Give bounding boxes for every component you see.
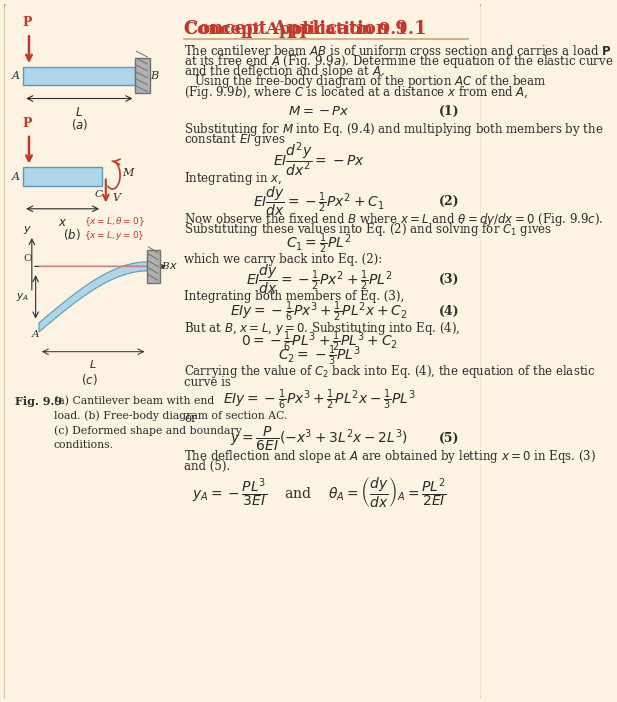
Text: at its free end $A$ (Fig. 9.9$a$). Determine the equation of the elastic curve: at its free end $A$ (Fig. 9.9$a$). Deter…: [184, 53, 613, 69]
Text: P: P: [22, 16, 32, 29]
FancyBboxPatch shape: [3, 2, 482, 701]
Text: $(a)$: $(a)$: [70, 117, 88, 133]
Text: (1): (1): [439, 105, 460, 118]
Text: constant $EI$ gives: constant $EI$ gives: [184, 131, 286, 148]
Text: Substituting for $M$ into Eq. (9.4) and multiplying both members by the: Substituting for $M$ into Eq. (9.4) and …: [184, 121, 603, 138]
Text: $EI\dfrac{dy}{dx} = -\frac{1}{2}Px^2 + C_1$: $EI\dfrac{dy}{dx} = -\frac{1}{2}Px^2 + C…: [254, 185, 385, 218]
Text: $EI\dfrac{d^2y}{dx^2} = -Px$: $EI\dfrac{d^2y}{dx^2} = -Px$: [273, 140, 365, 179]
Text: and (5).: and (5).: [184, 461, 230, 473]
Text: $EI\dfrac{dy}{dx} = -\frac{1}{2}Px^2 + \frac{1}{2}PL^2$: $EI\dfrac{dy}{dx} = -\frac{1}{2}Px^2 + \…: [246, 263, 392, 296]
Text: $x$: $x$: [58, 216, 67, 229]
Text: (Fig. 9.9$b$), where $C$ is located at a distance $x$ from end $A$,: (Fig. 9.9$b$), where $C$ is located at a…: [184, 84, 529, 101]
Text: (2): (2): [439, 194, 460, 208]
Text: The deflection and slope at $A$ are obtained by letting $x = 0$ in Eqs. (3): The deflection and slope at $A$ are obta…: [184, 448, 596, 465]
Text: $EIy = -\frac{1}{6}Px^3 + \frac{1}{2}PL^2x + C_2$: $EIy = -\frac{1}{6}Px^3 + \frac{1}{2}PL^…: [230, 299, 408, 324]
Text: $x$: $x$: [169, 261, 178, 272]
Text: Concept Application 9.1: Concept Application 9.1: [184, 20, 408, 38]
Text: $y_A = -\dfrac{PL^3}{3EI}$    and    $\theta_A = \left(\dfrac{dy}{dx}\right)_A =: $y_A = -\dfrac{PL^3}{3EI}$ and $\theta_A…: [192, 475, 447, 509]
Text: The cantilever beam $AB$ is of uniform cross section and carries a load $\mathbf: The cantilever beam $AB$ is of uniform c…: [184, 44, 611, 58]
Text: But at $B$, $x = L$, $y = 0$. Substituting into Eq. (4),: But at $B$, $x = L$, $y = 0$. Substituti…: [184, 320, 460, 337]
Text: B: B: [151, 71, 159, 81]
Text: C: C: [94, 190, 102, 199]
Text: Fig. 9.9: Fig. 9.9: [15, 396, 62, 407]
Text: $0 = -\frac{1}{6}PL^3 + \frac{1}{2}PL^3 + C_2$: $0 = -\frac{1}{6}PL^3 + \frac{1}{2}PL^3 …: [241, 330, 397, 354]
Text: A: A: [32, 330, 39, 339]
Text: (4): (4): [439, 305, 460, 318]
Text: $\{x = L, \theta = 0\}$: $\{x = L, \theta = 0\}$: [85, 215, 145, 227]
Text: Concept Application 9.1: Concept Application 9.1: [184, 20, 427, 38]
Text: $L$: $L$: [75, 106, 83, 119]
Text: (5): (5): [439, 432, 460, 445]
Text: $EIy = -\frac{1}{6}Px^3 + \frac{1}{2}PL^2x - \frac{1}{3}PL^3$: $EIy = -\frac{1}{6}Px^3 + \frac{1}{2}PL^…: [223, 388, 416, 412]
Text: which we carry back into Eq. (2):: which we carry back into Eq. (2):: [184, 253, 383, 266]
Text: $(c)$: $(c)$: [81, 372, 98, 387]
Text: Carrying the value of $C_2$ back into Eq. (4), the equation of the elastic: Carrying the value of $C_2$ back into Eq…: [184, 364, 595, 380]
Text: B: B: [161, 262, 169, 271]
Bar: [23, 67, 135, 85]
Text: O: O: [23, 253, 32, 263]
Text: V: V: [112, 193, 120, 204]
Bar: [135, 58, 150, 93]
Text: Integrating in $x$,: Integrating in $x$,: [184, 171, 282, 187]
Text: $(b)$: $(b)$: [64, 227, 81, 242]
Text: Using the free-body diagram of the portion $AC$ of the beam: Using the free-body diagram of the porti…: [194, 73, 546, 91]
Bar: [23, 167, 102, 186]
Text: $C_2 = -\frac{1}{3}PL^3$: $C_2 = -\frac{1}{3}PL^3$: [278, 344, 360, 368]
Text: (a) Cantilever beam with end
load. (b) Free-body diagram of section AC.
(c) Defo: (a) Cantilever beam with end load. (b) F…: [54, 396, 287, 450]
Text: Substituting these values into Eq. (2) and solving for $C_1$ gives: Substituting these values into Eq. (2) a…: [184, 221, 552, 238]
Text: and the deflection and slope at $A$.: and the deflection and slope at $A$.: [184, 63, 385, 80]
Text: A: A: [12, 171, 20, 182]
Text: curve is: curve is: [184, 376, 231, 389]
Text: M: M: [122, 168, 133, 178]
Text: P: P: [22, 117, 32, 130]
Polygon shape: [39, 262, 147, 332]
Text: (3): (3): [439, 273, 460, 286]
Text: $y$: $y$: [23, 224, 31, 236]
Text: or: or: [184, 413, 197, 425]
Text: $C_1 = \frac{1}{2}PL^2$: $C_1 = \frac{1}{2}PL^2$: [286, 232, 352, 256]
Text: Integrating both members of Eq. (3),: Integrating both members of Eq. (3),: [184, 291, 404, 303]
Text: Now observe the fixed end $B$ where $x = L$ and $\theta = dy/dx = 0$ (Fig. 9.9$c: Now observe the fixed end $B$ where $x =…: [184, 211, 603, 227]
Text: $y = \dfrac{P}{6EI}(-x^3 + 3L^2x - 2L^3)$: $y = \dfrac{P}{6EI}(-x^3 + 3L^2x - 2L^3)…: [230, 424, 408, 453]
Text: $L$: $L$: [89, 358, 97, 370]
Text: $\{x = L, y = 0\}$: $\{x = L, y = 0\}$: [85, 229, 145, 241]
Text: $M = -Px$: $M = -Px$: [288, 105, 350, 118]
Bar: [147, 250, 160, 283]
Text: A: A: [12, 71, 20, 81]
Text: $y_A$: $y_A$: [16, 291, 29, 303]
